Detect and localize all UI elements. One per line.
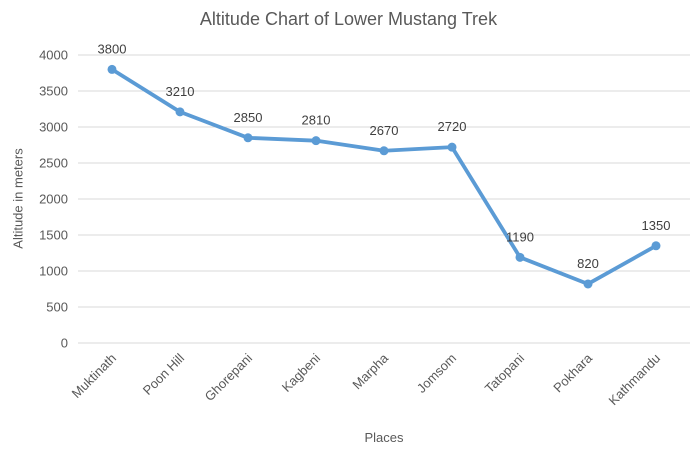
x-tick-label: Jomsom bbox=[414, 351, 459, 396]
data-point bbox=[515, 252, 525, 262]
x-tick-label: Kagbeni bbox=[279, 350, 323, 394]
y-tick-label: 2500 bbox=[39, 156, 68, 171]
data-label: 3800 bbox=[98, 41, 127, 56]
y-tick-label: 0 bbox=[61, 336, 68, 351]
data-point bbox=[311, 136, 321, 146]
x-tick-label: Muktinath bbox=[69, 351, 119, 401]
x-tick-label: Tatopani bbox=[482, 350, 527, 395]
data-point bbox=[243, 133, 253, 143]
y-tick-label: 1000 bbox=[39, 264, 68, 279]
data-label: 2670 bbox=[370, 123, 399, 138]
x-tick-label: Poon Hill bbox=[140, 350, 187, 397]
y-tick-label: 1500 bbox=[39, 228, 68, 243]
chart-title: Altitude Chart of Lower Mustang Trek bbox=[199, 9, 498, 29]
data-point bbox=[107, 64, 117, 74]
data-label: 2810 bbox=[302, 113, 331, 128]
y-tick-label: 3000 bbox=[39, 120, 68, 135]
data-point bbox=[175, 107, 185, 117]
y-tick-label: 500 bbox=[46, 300, 68, 315]
y-tick-label: 4000 bbox=[39, 48, 68, 63]
data-point bbox=[583, 279, 593, 289]
x-tick-label: Kathmandu bbox=[605, 351, 663, 409]
data-label: 2720 bbox=[438, 119, 467, 134]
data-label: 820 bbox=[577, 256, 599, 271]
y-tick-label: 2000 bbox=[39, 192, 68, 207]
data-label: 1350 bbox=[642, 218, 671, 233]
data-point bbox=[379, 146, 389, 156]
x-axis-title: Places bbox=[364, 430, 404, 445]
x-tick-label: Marpha bbox=[349, 350, 391, 392]
y-tick-label: 3500 bbox=[39, 84, 68, 99]
data-point bbox=[651, 241, 661, 251]
x-tick-label: Ghorepani bbox=[202, 350, 256, 404]
data-point bbox=[447, 142, 457, 152]
data-label: 2850 bbox=[234, 110, 263, 125]
data-label: 1190 bbox=[506, 229, 534, 244]
data-label: 3210 bbox=[166, 84, 195, 99]
trek-altitude-line bbox=[110, 67, 658, 286]
x-tick-label: Pokhara bbox=[550, 350, 595, 395]
